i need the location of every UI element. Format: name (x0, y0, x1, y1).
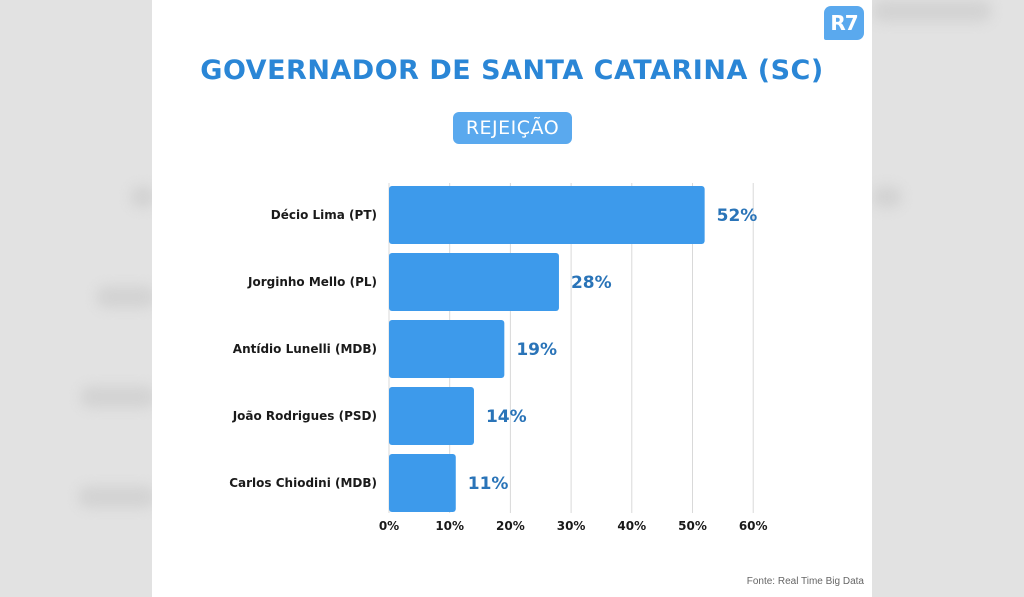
bar-value-label: 52% (717, 206, 758, 226)
bar (389, 253, 559, 311)
source-note: Fonte: Real Time Big Data (746, 576, 864, 587)
chart-subtitle-badge: REJEIÇÃO (453, 112, 572, 144)
x-tick-label: 40% (617, 519, 646, 533)
x-tick-label: 10% (435, 519, 464, 533)
bar (389, 387, 474, 445)
category-label: Antídio Lunelli (MDB) (233, 342, 377, 356)
bar-value-label: 11% (468, 474, 509, 494)
category-label: Carlos Chiodini (MDB) (229, 476, 377, 490)
bar-value-label: 28% (571, 273, 612, 293)
r7-logo: R7 (824, 6, 864, 40)
x-tick-label: 60% (739, 519, 768, 533)
bar (389, 186, 705, 244)
bar (389, 320, 505, 378)
background-ghost (872, 186, 902, 208)
bar-value-label: 19% (516, 340, 557, 360)
x-tick-label: 20% (496, 519, 525, 533)
background-ghost (872, 0, 992, 22)
x-tick-label: 50% (678, 519, 707, 533)
background-blur-right (872, 0, 1024, 597)
category-label: Jorginho Mello (PL) (247, 275, 377, 289)
background-ghost (80, 386, 156, 408)
background-ghost (96, 286, 156, 308)
bar (389, 454, 456, 512)
bar-value-label: 14% (486, 407, 527, 427)
category-label: Décio Lima (PT) (271, 208, 377, 222)
x-tick-label: 30% (557, 519, 586, 533)
background-ghost (130, 186, 156, 208)
category-label: João Rodrigues (PSD) (232, 409, 377, 423)
chart-title: GOVERNADOR DE SANTA CATARINA (SC) (200, 55, 824, 86)
x-tick-label: 0% (379, 519, 399, 533)
background-ghost (78, 486, 156, 508)
